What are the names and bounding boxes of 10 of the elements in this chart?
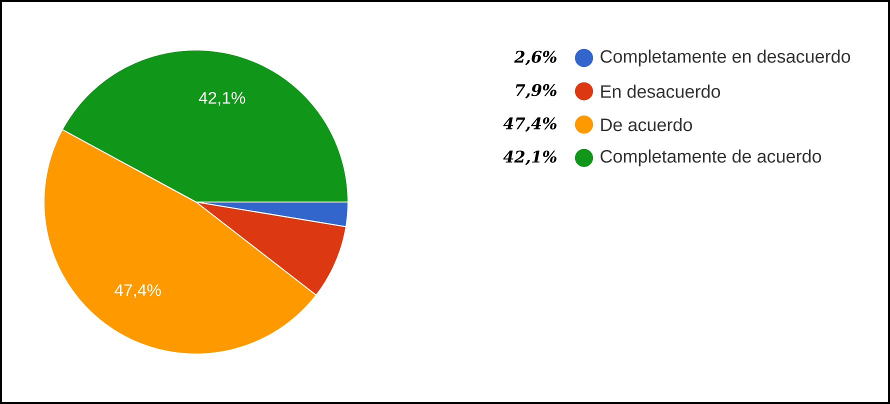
text: 7,9% [516,84,556,99]
data-label: 47,4% [114,284,161,298]
legend-label: En desacuerdo [601,84,720,98]
text: 47,4% [503,117,556,132]
text: 2,6% [514,50,556,66]
data-label: 42,1% [198,92,246,106]
text: 42,1% [503,150,556,166]
legend-label: Completamente en desacuerdo [600,50,850,66]
legend-label: Completamente de acuerdo [600,150,822,166]
legend-label: De acuerdo [601,118,692,132]
